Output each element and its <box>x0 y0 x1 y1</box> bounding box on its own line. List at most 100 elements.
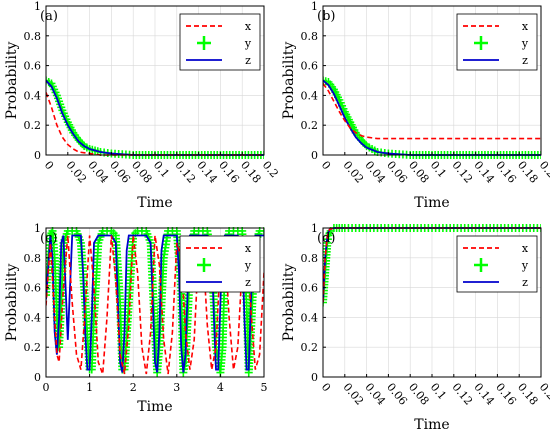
y-tick-label: 0.2 <box>24 341 42 354</box>
x-tick-label: 0.14 <box>194 159 220 186</box>
legend: xyz <box>179 235 261 293</box>
x-tick-label: 0.04 <box>362 159 388 186</box>
legend-label-z: z <box>245 276 251 289</box>
legend: xyz <box>179 13 261 71</box>
x-tick-label: 0.16 <box>493 159 519 186</box>
legend: xyz <box>456 13 538 71</box>
panel-label: (c) <box>40 231 57 246</box>
x-tick-label: 0 <box>42 159 56 173</box>
legend-label-y: y <box>521 37 529 50</box>
data-point-y <box>260 226 264 235</box>
x-tick-label: 0.14 <box>471 381 497 408</box>
x-tick-label: 0.16 <box>493 381 519 408</box>
legend-marker-y <box>197 258 211 272</box>
x-tick-label: 0 <box>319 159 333 173</box>
y-tick-label: 0.2 <box>24 119 42 132</box>
x-tick-label: 0.06 <box>107 159 133 186</box>
x-axis-label: Time <box>414 417 449 433</box>
legend-label-z: z <box>522 276 528 289</box>
legend-label-z: z <box>245 54 251 67</box>
legend-label-y: y <box>521 259 529 272</box>
x-tick-label: 0.12 <box>450 381 476 408</box>
panel-c: 0 0.2 0.4 0.6 0.8 1 0 1 2 3 4 5 Time Probability (c) xy… <box>4 222 268 415</box>
legend-label-z: z <box>522 54 528 67</box>
series-z-line <box>46 234 264 373</box>
x-tick-label: 0.12 <box>173 159 199 186</box>
legend: xyz <box>456 235 538 293</box>
x-tick-label: 0.02 <box>64 159 90 186</box>
y-tick-label: 1 <box>34 0 41 13</box>
x-tick-label: 0.08 <box>406 381 432 408</box>
legend-label-x: x <box>245 242 252 255</box>
y-tick-label: 0.8 <box>301 30 319 43</box>
y-tick-label: 0.4 <box>301 89 319 102</box>
legend-label-y: y <box>244 259 252 272</box>
x-tick-label: 0 <box>43 381 50 394</box>
legend-marker-y <box>474 258 488 272</box>
x-tick-label: 5 <box>261 381 268 394</box>
x-tick-label: 2 <box>130 381 137 394</box>
x-tick-label: 0.16 <box>216 159 242 186</box>
y-tick-label: 0.4 <box>24 89 42 102</box>
x-tick-label: 4 <box>217 381 224 394</box>
legend-label-x: x <box>522 20 529 33</box>
y-tick-label: 0.6 <box>24 60 42 73</box>
x-tick-label: 0.02 <box>341 381 367 408</box>
y-tick-label: 0 <box>34 371 41 384</box>
y-tick-label: 1 <box>34 222 41 235</box>
panel-a: 00.20.40.60.810 0.020.040.060.080.1 0.120.… <box>4 0 281 211</box>
x-tick-label: 0.14 <box>471 159 497 186</box>
x-tick-label: 0.08 <box>406 159 432 186</box>
y-tick-label: 1 <box>311 222 318 235</box>
legend-label-y: y <box>244 37 252 50</box>
panel-b: 00.20.40.60.810 0.020.040.060.080.1 0.120.… <box>281 0 550 211</box>
y-axis-label: Probability <box>4 42 20 120</box>
y-axis-label: Probability <box>281 42 297 120</box>
x-tick-label: 0.02 <box>341 159 367 186</box>
x-tick-label: 0.06 <box>384 381 410 408</box>
y-axis-label: Probability <box>281 264 297 342</box>
x-tick-label: 0.04 <box>362 381 388 408</box>
legend-label-x: x <box>245 20 252 33</box>
axes-frame <box>45 227 265 378</box>
legend-marker-y <box>197 36 211 50</box>
x-axis-label: Time <box>137 399 172 415</box>
x-axis-label: Time <box>137 195 172 211</box>
panel-label: (d) <box>317 231 335 246</box>
y-tick-label: 0.4 <box>24 311 42 324</box>
panel-label: (a) <box>40 9 58 24</box>
x-tick-label: 0.18 <box>515 381 541 408</box>
y-tick-label: 0.4 <box>301 311 319 324</box>
y-tick-label: 0.6 <box>24 282 42 295</box>
x-tick-label: 0.12 <box>450 159 476 186</box>
y-tick-label: 0.2 <box>301 119 319 132</box>
y-tick-label: 0.8 <box>301 252 319 265</box>
data-point-y <box>323 298 327 307</box>
data-point-y <box>46 291 50 300</box>
y-tick-label: 0.2 <box>301 341 319 354</box>
x-tick-label: 0.18 <box>238 159 264 186</box>
legend-marker-y <box>474 36 488 50</box>
x-tick-label: 0.06 <box>384 159 410 186</box>
y-tick-label: 0 <box>311 371 318 384</box>
x-tick-label: 1 <box>86 381 93 394</box>
panel-d: 00.20.40.60.810 0.020.040.060.080.1 0.120.… <box>281 222 550 433</box>
x-tick-label: 0 <box>319 381 333 395</box>
y-tick-label: 0 <box>311 149 318 162</box>
y-tick-label: 0.8 <box>24 252 42 265</box>
series-x-line <box>323 83 541 140</box>
y-axis-label: Probability <box>4 264 20 342</box>
y-tick-label: 0.6 <box>301 282 319 295</box>
y-tick-label: 0.6 <box>301 60 319 73</box>
x-tick-label: 0.18 <box>515 159 541 186</box>
y-tick-label: 0.8 <box>24 30 42 43</box>
x-tick-label: 0.08 <box>129 159 155 186</box>
panel-label: (b) <box>317 9 335 24</box>
x-tick-label: 0.04 <box>85 159 111 186</box>
x-axis-label: Time <box>414 195 449 211</box>
legend-label-x: x <box>522 242 529 255</box>
y-tick-label: 1 <box>311 0 318 13</box>
x-tick-label: 3 <box>173 381 180 394</box>
series-x-line <box>46 92 264 156</box>
